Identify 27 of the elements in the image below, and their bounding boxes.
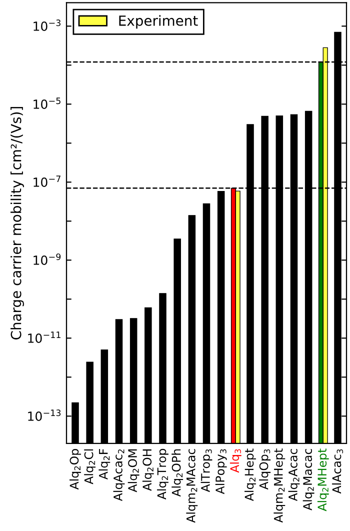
legend-label: Experiment: [119, 15, 198, 29]
x-tick-label: Alq$_{2}$Trop: [157, 448, 168, 500]
x-tick-label: Alq$_{2}$Hept: [244, 448, 256, 502]
x-tick-label: Alq$_{3}$: [230, 449, 242, 473]
x-tick-label: AlTrop$_{3}$: [200, 449, 212, 492]
x-tick-label: Alq$_{2}$MHept: [317, 448, 329, 512]
y-tick-label: 10$^{−11}$: [28, 332, 60, 343]
y-tick-label: 10$^{−7}$: [34, 176, 60, 187]
x-tick-label: Alq$_{2}$OH: [142, 449, 154, 491]
y-axis-title: Charge carrier mobility [cm²/(Vs)]: [10, 107, 24, 340]
x-tick-label: Alq$_{2}$OPh: [172, 449, 184, 497]
x-tick-label: Alq$_{2}$OM: [128, 449, 140, 492]
x-tick-label: Alq$_{2}$Cl: [84, 449, 96, 484]
x-tick-label: Alqm$_{2}$MAcac: [186, 449, 198, 523]
x-tick-label: Alqm$_{2}$MHept: [274, 448, 286, 523]
x-tick-label: Alq$_{2}$F: [98, 449, 110, 480]
x-tick-label: Alq$_{2}$Macac: [302, 449, 314, 510]
y-tick-label: 10$^{−5}$: [34, 98, 60, 109]
x-tick-label: AlAcac$_{3}$: [332, 449, 344, 494]
x-tick-label: AlqOp$_{3}$: [259, 449, 271, 490]
x-tick-label: Alq$_{2}$Acac: [288, 449, 300, 502]
x-tick-label: AlqAcac$_{2}$: [113, 449, 125, 502]
x-tick-label: AlPopy$_{3}$: [215, 449, 227, 494]
y-tick-label: 10$^{−9}$: [34, 254, 61, 265]
y-tick-label: 10$^{−13}$: [28, 410, 61, 421]
x-tick-label: Alq$_{2}$Op: [70, 449, 81, 490]
y-tick-label: 10$^{−3}$: [34, 20, 60, 31]
